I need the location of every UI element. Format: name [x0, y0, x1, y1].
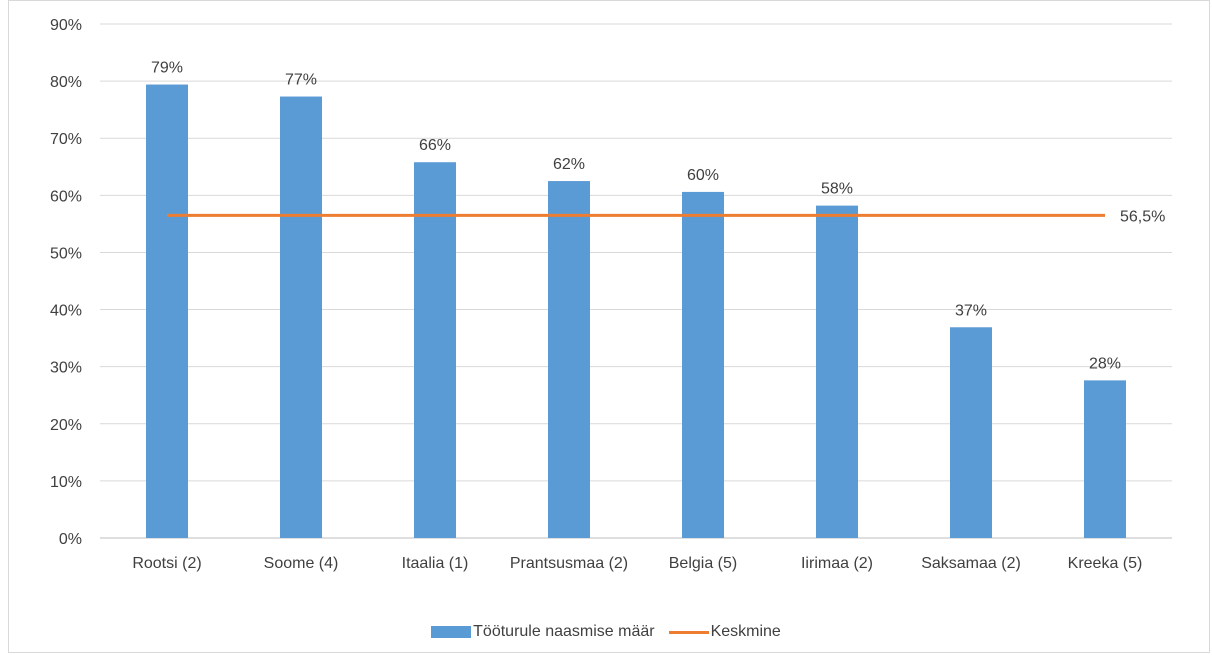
bar	[816, 205, 858, 538]
legend-bar-swatch	[431, 626, 472, 638]
average-line-label: 56,5%	[1120, 208, 1165, 225]
bar	[682, 191, 724, 538]
bar	[548, 181, 590, 539]
x-tick-label: Itaalia (1)	[402, 555, 469, 572]
bar	[414, 162, 456, 538]
y-tick-label: 20%	[50, 417, 82, 434]
y-tick-label: 0%	[59, 531, 82, 548]
bar-data-label: 77%	[285, 72, 317, 89]
x-axis: Rootsi (2) Soome (4) Itaalia (1) Prantsusma…	[132, 555, 1142, 572]
chart-frame	[8, 0, 1210, 653]
legend-bars-label: Tööturule naasmise määr	[473, 623, 655, 640]
bar	[1084, 380, 1126, 538]
x-tick-label: Rootsi (2)	[132, 555, 201, 572]
y-tick-label: 80%	[50, 74, 82, 91]
x-tick-label: Saksamaa (2)	[921, 555, 1021, 572]
x-tick-label: Belgia (5)	[669, 555, 737, 572]
bar-data-label: 58%	[821, 181, 853, 198]
y-tick-label: 50%	[50, 245, 82, 262]
legend-item-bars: Tööturule naasmise määr	[431, 623, 655, 641]
average-line-group: 56,5%	[167, 208, 1165, 225]
bar	[146, 84, 188, 538]
bar-chart: 0% 10% 20% 30% 40% 50% 60% 70% 80% 90% 79% 77% 66% 6…	[50, 17, 1172, 572]
bars: 79% 77% 66% 62% 60% 58% 37% 28%	[146, 60, 1126, 539]
bar-data-label: 79%	[151, 60, 183, 77]
x-tick-label: Iirimaa (2)	[801, 555, 873, 572]
x-tick-label: Prantsusmaa (2)	[510, 555, 628, 572]
gridlines	[100, 23, 1172, 539]
x-tick-label: Soome (4)	[264, 555, 339, 572]
y-tick-label: 60%	[50, 188, 82, 205]
legend: Tööturule naasmise määr Keskmine	[0, 620, 1212, 644]
y-tick-label: 30%	[50, 360, 82, 377]
y-tick-label: 10%	[50, 474, 82, 491]
x-tick-label: Kreeka (5)	[1068, 555, 1143, 572]
y-tick-label: 90%	[50, 17, 82, 34]
legend-item-average: Keskmine	[668, 623, 781, 641]
bar	[950, 327, 992, 538]
legend-line-swatch	[668, 630, 709, 634]
bar-data-label: 62%	[553, 156, 585, 173]
y-tick-label: 70%	[50, 131, 82, 148]
y-axis: 0% 10% 20% 30% 40% 50% 60% 70% 80% 90%	[50, 17, 82, 548]
bar-data-label: 37%	[955, 302, 987, 319]
bar-data-label: 60%	[687, 167, 719, 184]
legend-average-label: Keskmine	[710, 623, 781, 640]
bar-data-label: 66%	[419, 137, 451, 154]
bar-data-label: 28%	[1089, 355, 1121, 372]
bar	[280, 96, 322, 538]
y-tick-label: 40%	[50, 303, 82, 320]
